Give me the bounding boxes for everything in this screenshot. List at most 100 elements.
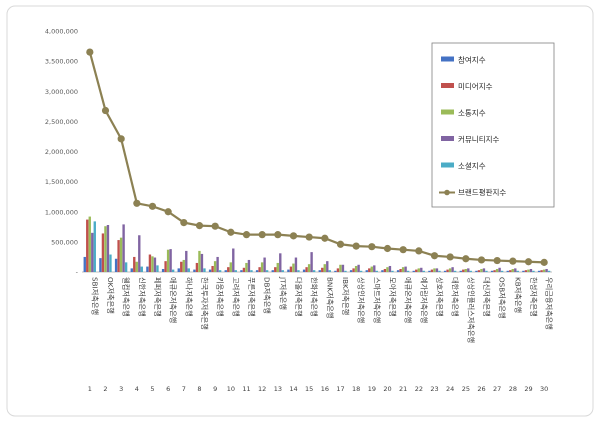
bar bbox=[193, 269, 196, 272]
bar bbox=[542, 269, 546, 272]
x-rank-label: 30 bbox=[540, 385, 548, 393]
bar bbox=[258, 267, 261, 272]
bar bbox=[185, 250, 188, 272]
x-rank-label: 8 bbox=[197, 385, 201, 393]
bar bbox=[524, 270, 528, 272]
y-tick-label: 500,000 bbox=[51, 238, 78, 246]
x-category-label: 다올저축은행 bbox=[294, 277, 303, 317]
bar bbox=[406, 270, 410, 272]
brand-line-point bbox=[415, 247, 423, 255]
bar bbox=[287, 269, 290, 272]
bar bbox=[229, 262, 232, 272]
x-rank-label: 22 bbox=[415, 385, 423, 393]
bar bbox=[375, 270, 378, 272]
bar bbox=[545, 268, 548, 272]
brand-line-point bbox=[509, 257, 517, 265]
x-category-label: 모아저축은행 bbox=[388, 277, 397, 317]
bar bbox=[326, 261, 329, 272]
bar bbox=[365, 270, 368, 272]
bar bbox=[321, 267, 324, 272]
bar bbox=[146, 266, 149, 272]
bar bbox=[182, 259, 185, 272]
bar bbox=[213, 261, 217, 272]
bar bbox=[464, 268, 467, 272]
bar bbox=[420, 267, 423, 272]
x-category-label: IBK저축은행 bbox=[341, 277, 350, 315]
bar bbox=[396, 270, 400, 272]
bar bbox=[391, 270, 394, 272]
legend-label: 소통지수 bbox=[458, 109, 486, 118]
x-category-label: 페퍼저축은행 bbox=[153, 277, 162, 317]
legend-label: 소셜지수 bbox=[458, 162, 486, 171]
brand-line-point bbox=[258, 231, 266, 239]
brand-line-point bbox=[133, 199, 141, 207]
y-tick-label: 3,500,000 bbox=[45, 58, 78, 66]
bar bbox=[109, 254, 112, 272]
brand-line-point bbox=[399, 246, 407, 254]
bar bbox=[133, 256, 136, 272]
x-rank-label: 11 bbox=[242, 385, 250, 393]
bar bbox=[433, 268, 436, 272]
bar bbox=[480, 268, 483, 272]
x-category-label: 신한저축은행 bbox=[137, 277, 146, 317]
bar bbox=[305, 267, 308, 272]
bar bbox=[247, 259, 251, 272]
bar bbox=[495, 268, 499, 272]
bar bbox=[399, 268, 402, 272]
bar bbox=[540, 270, 543, 272]
bar bbox=[537, 270, 541, 272]
bar bbox=[302, 269, 306, 272]
bar bbox=[279, 253, 282, 272]
brand-line-point bbox=[430, 252, 439, 260]
legend-label: 미디어지수 bbox=[458, 81, 493, 91]
x-category-label: OK저축은행 bbox=[106, 277, 115, 314]
bar bbox=[344, 270, 347, 272]
bar bbox=[509, 270, 512, 272]
x-category-label: KB저축은행 bbox=[513, 277, 522, 313]
x-rank-label: 14 bbox=[289, 385, 297, 393]
brand-line-point bbox=[462, 255, 470, 263]
bar bbox=[438, 270, 441, 272]
bar bbox=[281, 270, 284, 272]
bar bbox=[140, 266, 143, 272]
brand-line-point bbox=[274, 231, 282, 239]
x-rank-label: 10 bbox=[227, 385, 235, 393]
brand-line-point bbox=[86, 48, 94, 56]
bar bbox=[86, 219, 89, 272]
bar bbox=[187, 268, 190, 272]
brand-line-point bbox=[477, 256, 486, 264]
bar bbox=[91, 232, 94, 272]
x-rank-label: 15 bbox=[305, 385, 313, 393]
brand-line-point bbox=[321, 234, 329, 242]
x-category-label: 상상인플러스저축은행 bbox=[466, 277, 475, 343]
x-category-label: 애큐온저축은행 bbox=[169, 277, 178, 323]
bar bbox=[446, 269, 449, 272]
bar bbox=[211, 265, 214, 272]
x-rank-label: 7 bbox=[182, 385, 186, 393]
bar bbox=[412, 270, 415, 272]
bar bbox=[307, 264, 311, 272]
x-rank-label: 20 bbox=[383, 385, 391, 393]
x-category-label: JT저축은행 bbox=[278, 276, 287, 310]
x-rank-label: 16 bbox=[321, 385, 329, 393]
brand-line-point bbox=[227, 228, 235, 236]
bar bbox=[232, 248, 235, 272]
bar bbox=[245, 262, 248, 272]
bar bbox=[485, 270, 488, 272]
bar bbox=[373, 265, 376, 272]
x-rank-label: 26 bbox=[477, 385, 485, 393]
bar bbox=[164, 261, 167, 272]
y-tick-label: 2,000,000 bbox=[45, 148, 78, 156]
bar bbox=[99, 258, 102, 272]
bar bbox=[357, 264, 360, 272]
bar bbox=[522, 270, 525, 272]
legend-label: 참여지수 bbox=[458, 55, 486, 65]
x-category-label: 하나저축은행 bbox=[184, 277, 193, 317]
bar bbox=[318, 270, 321, 272]
bar bbox=[156, 265, 159, 272]
bar bbox=[200, 253, 204, 272]
bar bbox=[292, 263, 295, 272]
x-rank-label: 28 bbox=[509, 385, 517, 393]
bar bbox=[435, 268, 439, 272]
